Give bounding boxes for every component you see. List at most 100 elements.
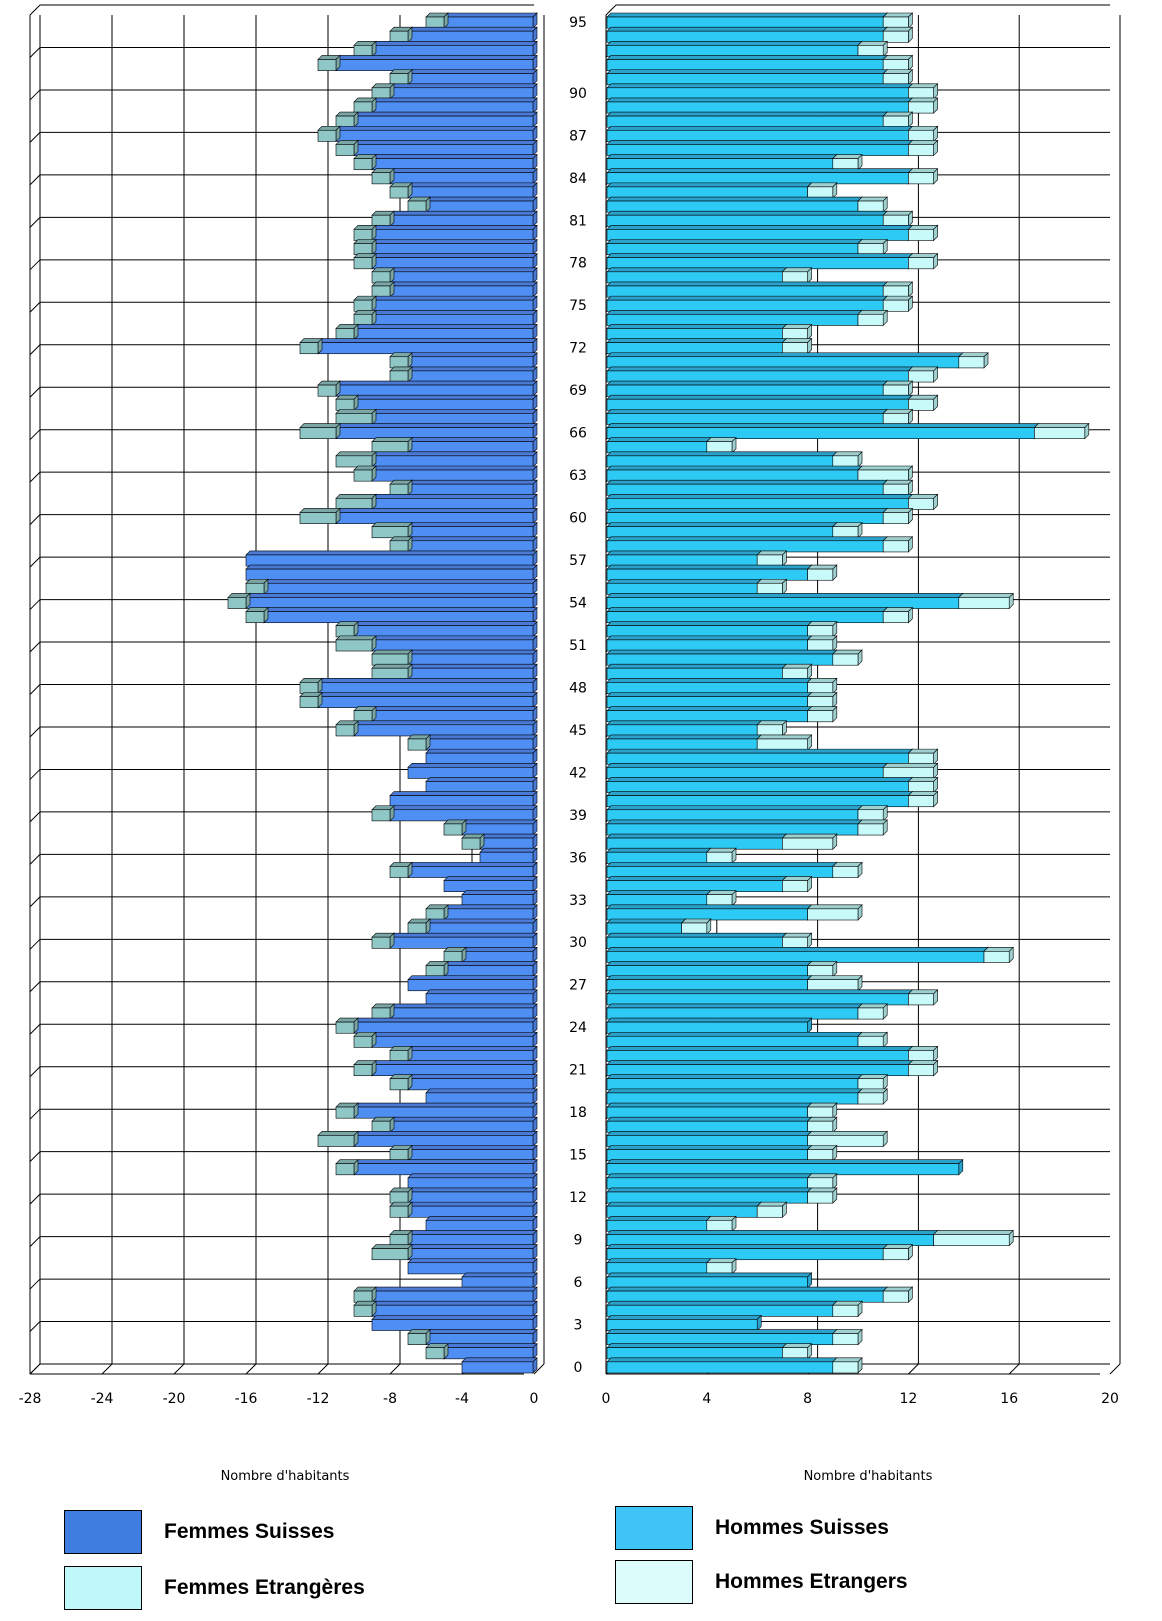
grid-line-diag [29,896,41,908]
bar-hommes-suisses-top [606,706,813,711]
bar-femmes-suisses-top [245,564,538,570]
bar-hommes-suisses-top [606,862,838,867]
bar-hommes-etrangers-top [706,1258,737,1264]
bar-hommes-etrangers-top [1033,423,1090,428]
bar-hommes-etrangers [832,158,859,171]
bar-femmes-suisses-top [371,239,538,244]
bar-femmes-etrangeres [371,809,391,822]
bar-hommes-etrangers-top [857,239,888,244]
bar-femmes-etrangeres [353,1290,373,1303]
bar-hommes-suisses-top [606,494,914,499]
bar-hommes-suisses-top [606,83,914,89]
bar-hommes-suisses [606,342,783,355]
bar-hommes-etrangers [958,597,1010,609]
age-label: 75 [569,298,587,314]
bar-femmes-etrangeres [407,922,427,935]
bar-hommes-etrangers-top [857,1074,888,1080]
age-label: 0 [574,1360,583,1376]
grid-line-diag [29,1193,41,1205]
bar-femmes-suisses [371,101,534,114]
bar-femmes-etrangeres-top [371,522,413,527]
bar-hommes-suisses-top [606,1017,813,1023]
bar-hommes-suisses [606,597,960,609]
bar-hommes-etrangers [882,299,909,312]
age-label: 63 [569,468,587,484]
age-label: 42 [569,765,587,781]
bar-hommes-suisses-top [606,1003,863,1009]
bar-hommes-suisses-top [606,564,813,570]
age-labels: 0369121518212427303336394245485154576063… [569,15,587,1376]
bar-hommes-suisses [606,625,808,638]
bar-hommes-suisses-top [606,1230,939,1235]
bar-hommes-etrangers [807,625,834,638]
bar-hommes-suisses [606,1333,834,1345]
age-label: 72 [569,341,587,357]
bar-hommes-etrangers-top [907,394,939,400]
grid-line-floor [389,1363,401,1375]
bar-hommes-suisses [606,611,884,624]
bar-hommes-suisses [606,1149,808,1161]
bar-hommes-suisses [606,752,909,765]
bar-femmes-etrangeres-top [335,635,377,641]
bar-femmes-suisses-top [425,1329,538,1334]
bar-hommes-etrangers [782,837,834,850]
right-x-tick-label: 12 [899,1391,917,1407]
bar-hommes-etrangers [882,115,909,128]
bar-hommes-etrangers-top [882,111,914,117]
bar-hommes-suisses [606,455,834,468]
bar-hommes-suisses [606,469,859,482]
legend-label-hommes-etrangers: Hommes Etrangers [715,1570,908,1593]
bar-hommes-suisses [606,1092,859,1105]
bar-hommes-etrangers-top [756,1201,788,1207]
bar-hommes-suisses [606,1163,960,1176]
bar-hommes-etrangers [832,653,859,666]
right-x-tick-label: 8 [803,1391,812,1407]
bar-hommes-suisses-top [606,1272,813,1278]
bar-hommes-etrangers [882,1248,909,1261]
bar-hommes-suisses-top [606,111,888,117]
bar-hommes-etrangers-top [857,309,888,315]
bar-femmes-suisses [425,1219,534,1232]
bar-hommes-suisses [606,1304,834,1317]
bar-hommes-suisses-top [606,26,888,32]
grid-line-floor [317,1363,329,1375]
age-label: 15 [569,1148,587,1164]
bar-hommes-suisses-top [606,196,863,202]
age-label: 57 [569,553,587,569]
bar-femmes-suisses [389,809,534,822]
bar-femmes-suisses-top [245,550,538,556]
bar-hommes-etrangers [908,129,934,142]
bar-hommes-etrangers [807,1120,834,1133]
bar-hommes-etrangers-top [806,961,838,966]
bar-hommes-suisses-top [606,1102,813,1108]
age-label: 36 [569,850,587,866]
bar-femmes-etrangeres [371,667,409,680]
bar-femmes-etrangeres [389,186,409,199]
bar-femmes-etrangeres [425,16,445,29]
bar-femmes-etrangeres [353,257,373,270]
bar-hommes-etrangers [908,144,934,156]
bar-femmes-etrangeres [443,823,463,836]
bar-femmes-suisses [317,696,534,708]
legend-femmes-suisses: Femmes Suisses [64,1510,334,1554]
bar-hommes-etrangers-top [983,947,1014,952]
bar-femmes-suisses [389,271,534,284]
grid-line-diag [29,854,41,865]
bar-femmes-etrangeres [389,73,409,86]
bar-femmes-suisses-top [335,55,538,60]
bar-hommes-etrangers [807,1149,834,1161]
right-x-tick-label: 0 [602,1391,611,1407]
bar-hommes-suisses-top [606,720,762,726]
bar-femmes-etrangeres [353,229,373,241]
bar-femmes-etrangeres [353,710,373,723]
bar-femmes-suisses [443,965,534,977]
bar-hommes-etrangers [807,979,859,992]
bar-femmes-suisses [461,951,534,963]
bar-hommes-etrangers-top [907,494,939,499]
bar-femmes-suisses [245,554,534,567]
bar-femmes-suisses-top [353,111,538,117]
bar-femmes-etrangeres [335,639,373,652]
bar-hommes-suisses-top [606,451,838,457]
age-label: 39 [569,808,587,824]
bar-hommes-suisses [606,1347,783,1360]
